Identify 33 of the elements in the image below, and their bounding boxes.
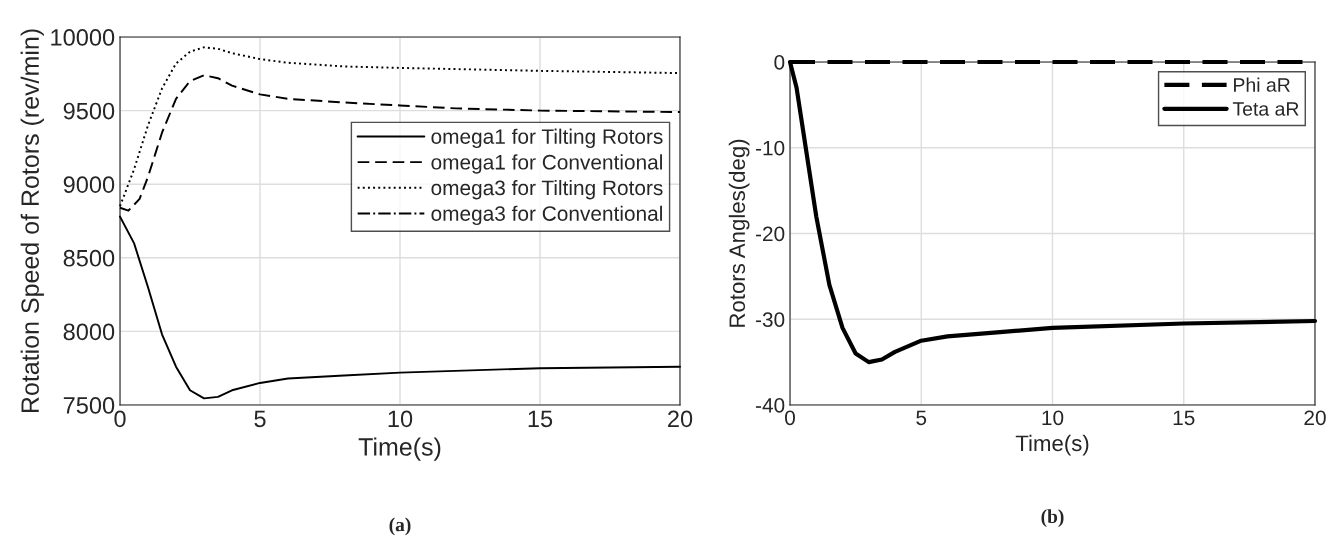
legend-label: omega3 for Conventional [431, 205, 662, 226]
x-tick-label: 5 [254, 410, 266, 428]
x-tick-label: 20 [1304, 410, 1326, 426]
legend-label: omega3 for Tilting Rotors [431, 179, 663, 200]
y-tick-label: 0 [774, 55, 785, 70]
x-tick-label: 5 [916, 410, 927, 426]
x-axis-title: Time(s) [1015, 434, 1089, 456]
y-axis-title: Rotation Speed of Rotors (rev/min) [20, 29, 44, 413]
x-tick-label: 0 [114, 410, 126, 428]
y-tick-label: -10 [755, 140, 785, 156]
y-tick-label: 10000 [51, 29, 115, 46]
x-tick-label: 20 [668, 410, 693, 428]
x-tick-label: 10 [1042, 410, 1064, 426]
y-tick-label: 8500 [63, 249, 115, 267]
y-tick-label: -30 [755, 312, 785, 327]
y-tick-label: 9000 [63, 176, 115, 193]
y-tick-label: 7500 [63, 397, 115, 414]
legend-label: Phi aR [1234, 77, 1290, 92]
y-axis-title: Rotors Angles(deg) [728, 139, 750, 327]
x-tick-label: 10 [388, 410, 413, 428]
text: (b) [1041, 509, 1064, 528]
y-tick-label: 9500 [63, 102, 115, 120]
x-tick-label: 15 [528, 410, 553, 428]
legend-label: omega1 for Tilting Rotors [431, 128, 663, 149]
x-tick-label: 0 [785, 410, 795, 426]
x-tick-label: 15 [1173, 410, 1195, 426]
legend-label: Teta aR [1232, 102, 1299, 116]
text: (a) [389, 517, 411, 536]
y-tick-label: -40 [755, 398, 785, 413]
y-tick-label: -20 [755, 226, 785, 242]
legend-label: omega1 for Conventional [431, 154, 662, 174]
x-axis-title: Time(s) [358, 437, 441, 461]
y-tick-label: 8000 [63, 323, 115, 341]
